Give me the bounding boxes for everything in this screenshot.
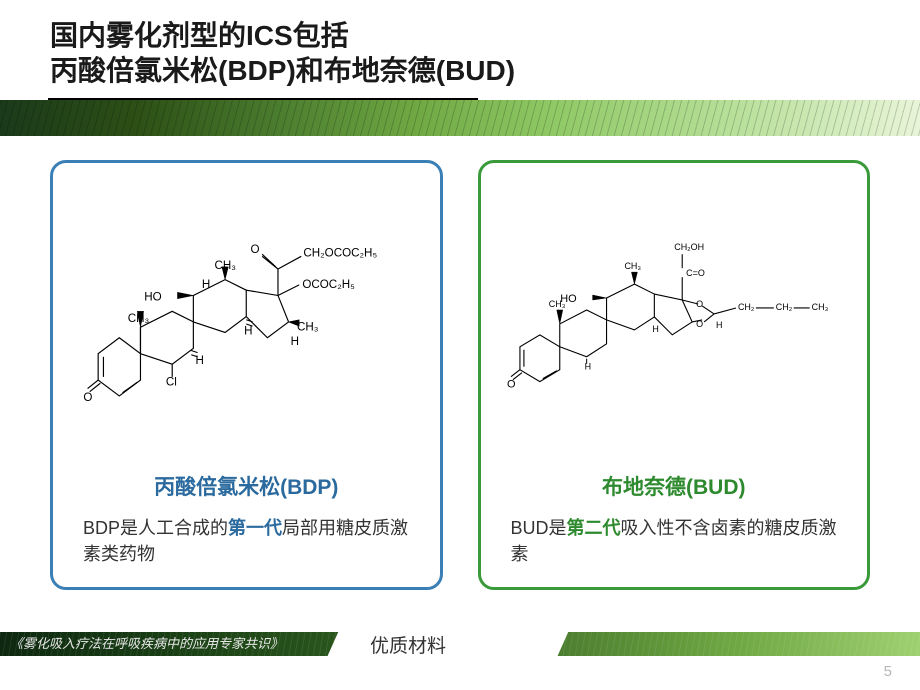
bdp-structure-svg: O CH₃ Cl H: [77, 193, 416, 451]
bud-desc: BUD是第二代吸入性不含卤素的糖皮质激素: [505, 515, 844, 567]
page-number: 5: [884, 663, 892, 680]
bdp-ocor-label: OCOC₂H₅: [302, 278, 355, 291]
bud-ho-label: HO: [560, 293, 576, 305]
bdp-cl-label: Cl: [166, 375, 177, 388]
footer-center-label: 优质材料: [370, 631, 446, 658]
bdp-top-o-label: O: [250, 243, 259, 256]
bud-ch2oh-label: CH₂OH: [674, 242, 704, 252]
bud-desc-highlight: 第二代: [567, 518, 621, 538]
header-hatch-overlay: [0, 100, 920, 136]
bdp-ch3-c16-label: CH₃: [297, 320, 319, 333]
bud-o3-label: O: [506, 379, 515, 391]
footer-white-tab: [325, 630, 569, 662]
slide: 国内雾化剂型的ICS包括 丙酸倍氯米松(BDP)和布地奈德(BUD) O: [0, 0, 920, 690]
bud-h9-label: H: [584, 362, 590, 372]
bdp-desc-highlight: 第一代: [228, 518, 282, 538]
bdp-molecule: O CH₃ Cl H: [77, 183, 416, 471]
title-line-1: 国内雾化剂型的ICS包括: [50, 18, 920, 53]
bud-h-acetal-label: H: [716, 320, 722, 330]
bud-ch2-label: CH₂: [737, 302, 754, 312]
bud-co-label: C=O: [686, 268, 705, 278]
bud-ch2b-label: CH₂: [775, 302, 792, 312]
bud-ch3-c13-label: CH₃: [624, 261, 641, 271]
bdp-h16-label: H: [291, 335, 299, 348]
bud-structure-svg: O CH₃ H HO: [505, 193, 844, 451]
bdp-h14-label: H: [244, 325, 252, 338]
bud-desc-pre: BUD是: [511, 518, 567, 538]
bdp-o3-label: O: [83, 391, 92, 404]
title-line-2: 丙酸倍氯米松(BDP)和布地奈德(BUD): [50, 53, 920, 88]
bdp-desc-pre: BDP是人工合成的: [83, 518, 228, 538]
bdp-desc: BDP是人工合成的第一代局部用糖皮质激素类药物: [77, 515, 416, 567]
card-bud: O CH₃ H HO: [478, 160, 871, 590]
title-block: 国内雾化剂型的ICS包括 丙酸倍氯米松(BDP)和布地奈德(BUD): [0, 0, 920, 88]
bdp-name: 丙酸倍氯米松(BDP): [77, 471, 416, 501]
bud-molecule: O CH₃ H HO: [505, 183, 844, 471]
bud-name: 布地奈德(BUD): [505, 471, 844, 501]
card-row: O CH₃ Cl H: [50, 160, 870, 590]
card-bdp: O CH₃ Cl H: [50, 160, 443, 590]
bdp-ho-label: HO: [144, 291, 161, 304]
bdp-ch2-ester-label: CH₂OCOC₂H₅: [303, 246, 377, 259]
bud-h14-label: H: [652, 324, 658, 334]
bdp-h11-label: H: [202, 278, 210, 291]
header-decorative-band: [0, 100, 920, 136]
footer-reference: 《雾化吸入疗法在呼吸疾病中的应用专家共识》: [10, 633, 283, 652]
bud-ch3-tail-label: CH₃: [811, 302, 828, 312]
